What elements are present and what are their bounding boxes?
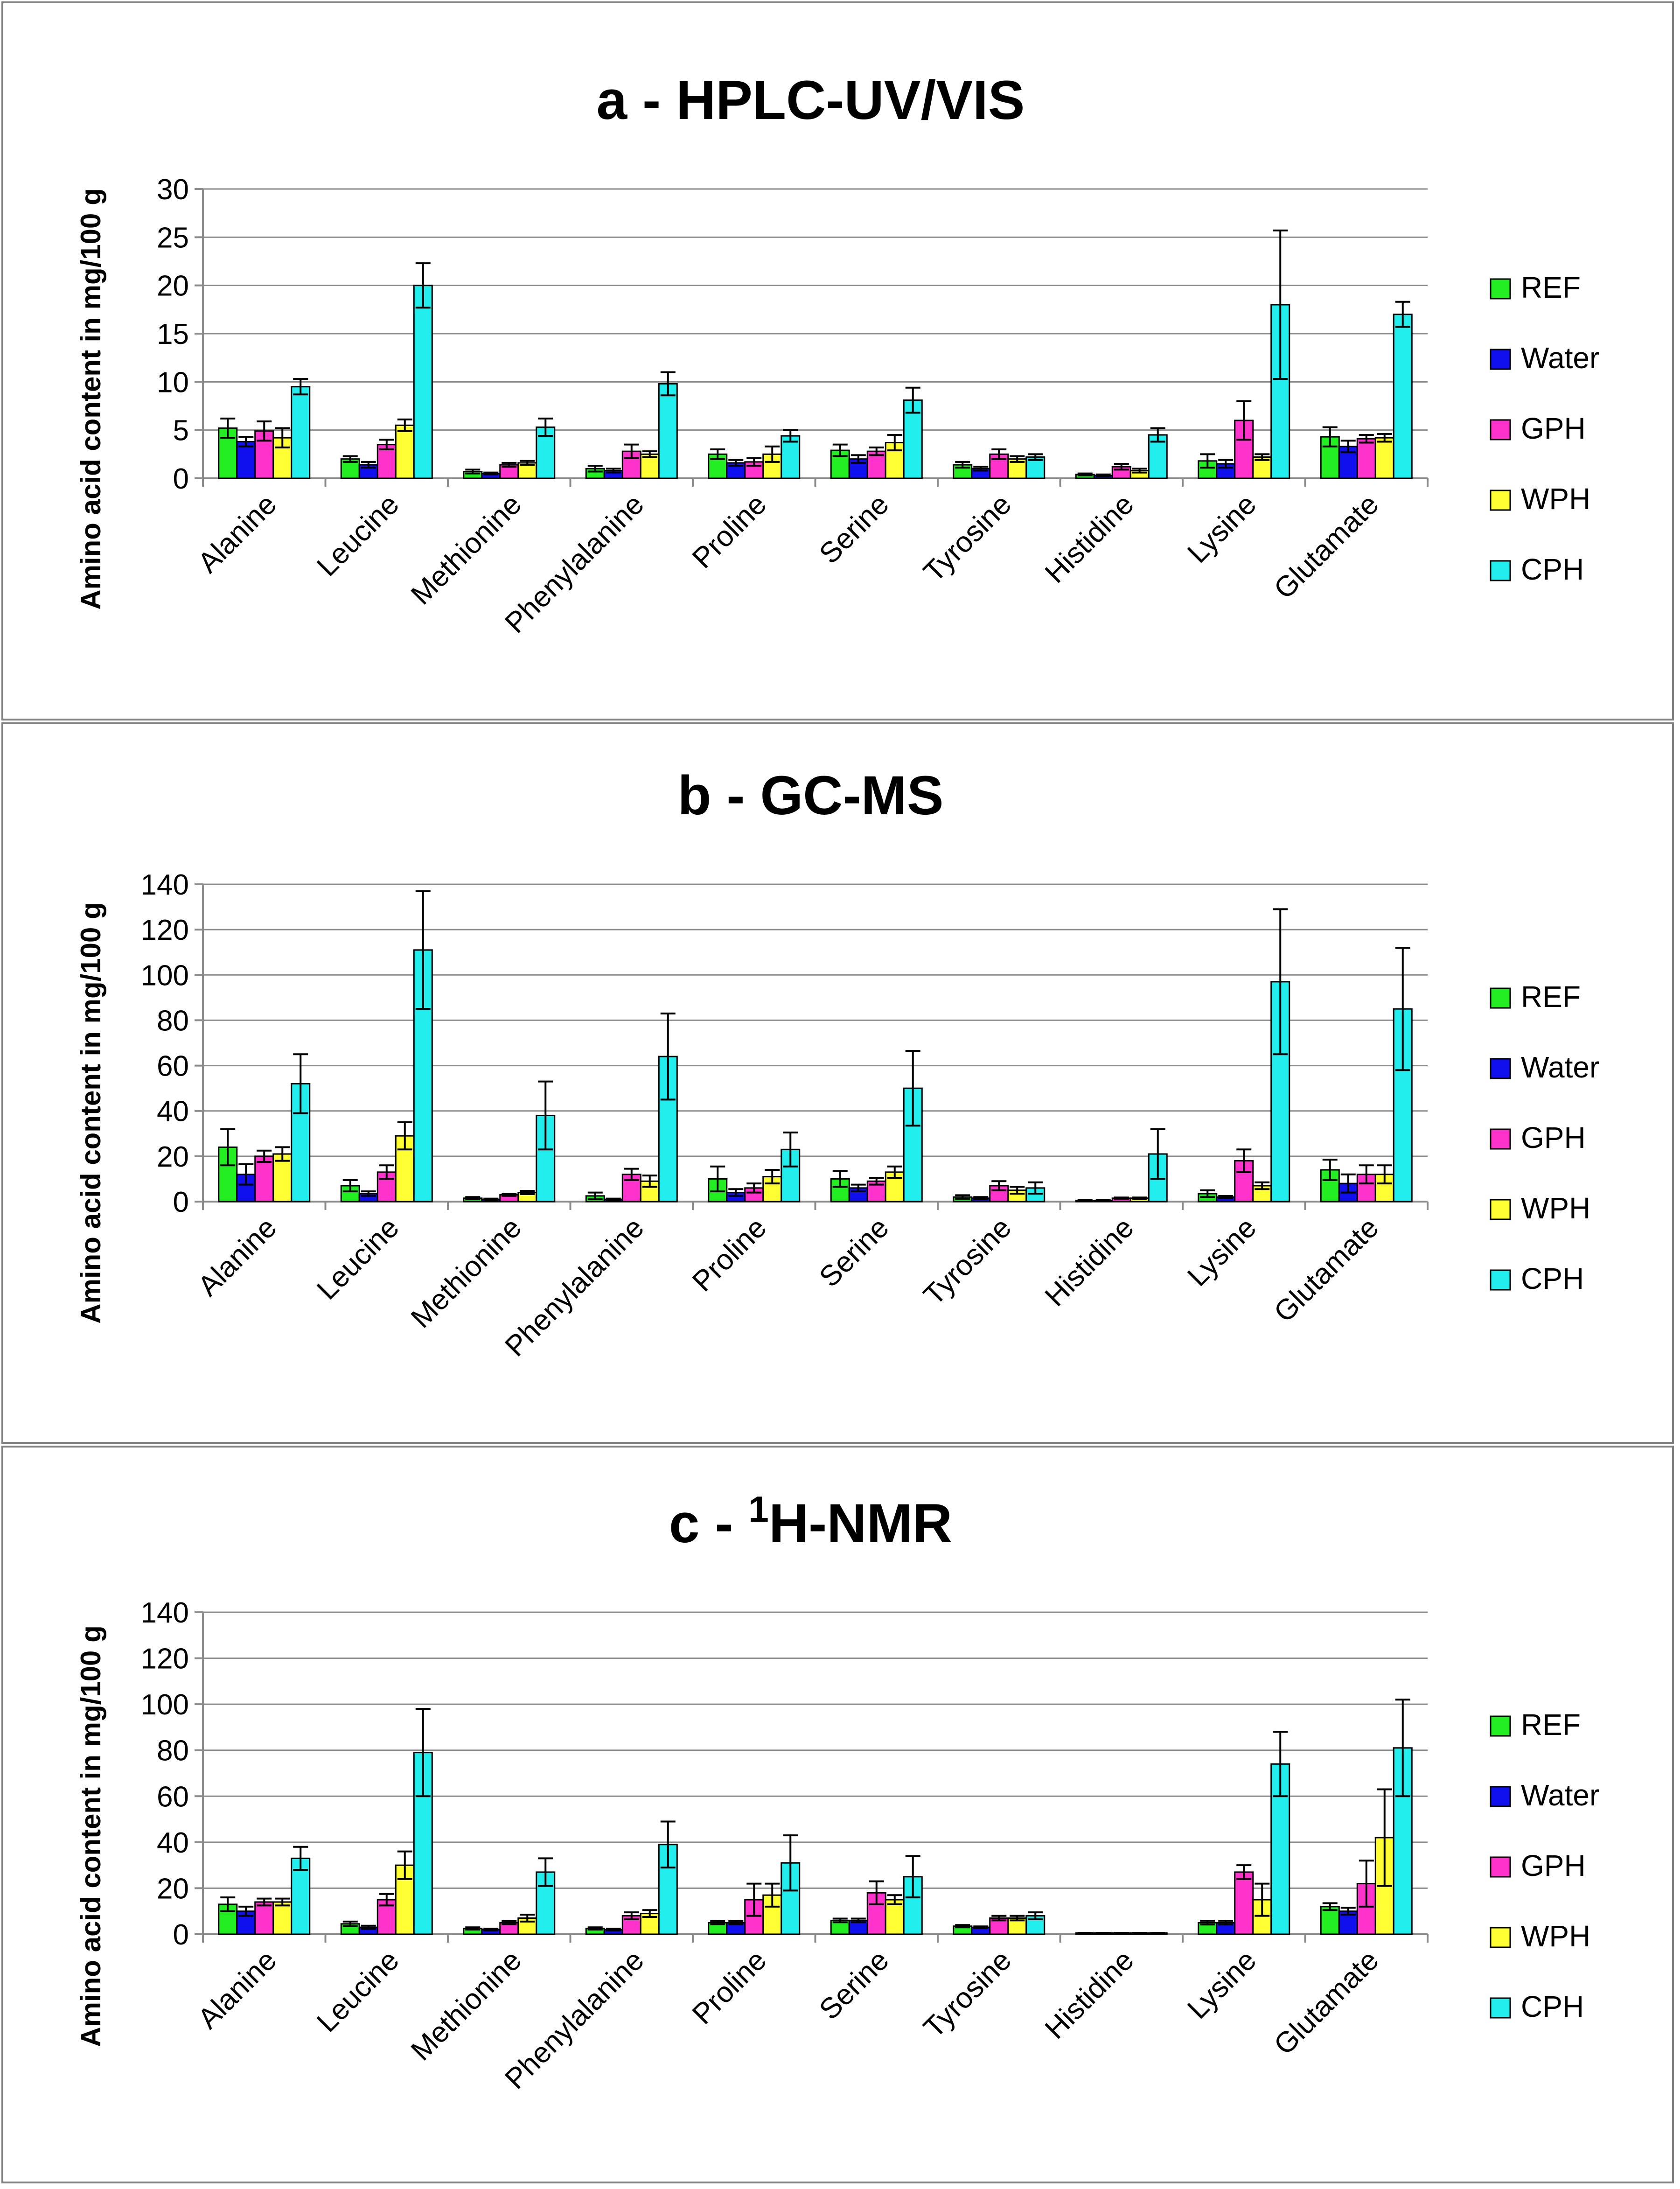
panel-frame [1,722,1674,1444]
legend-label-wph: WPH [1521,1191,1590,1225]
legend-swatch-wph [1490,1199,1511,1220]
legend-swatch-water [1490,349,1511,370]
title-superscript: 1 [748,1489,768,1530]
legend-swatch-cph [1490,560,1511,581]
title-main: H-NMR [769,1493,952,1554]
legend-label-ref: REF [1521,1708,1581,1741]
y-tick-label: 120 [141,914,189,946]
title-prefix: a - [597,70,676,131]
y-tick-label: 80 [157,1735,189,1767]
y-tick-label: 80 [157,1005,189,1037]
title-prefix: c - [669,1493,749,1554]
bar-cph-leucine [413,285,433,479]
y-axis-label: Amino acid content in mg/100 g [75,188,106,609]
chart-title: b - GC-MS [677,765,943,826]
bar-wph-leucine [395,424,415,479]
legend-swatch-water [1490,1786,1511,1807]
y-tick-label: 20 [157,270,189,302]
bar-cph-glutamate [1393,314,1413,479]
bar-wph-glutamate [1374,1174,1394,1203]
y-tick-label: 100 [141,1689,189,1721]
bar-gph-alanine [254,1155,274,1203]
title-main: HPLC-UV/VIS [676,70,1025,131]
y-axis-label: Amino acid content in mg/100 g [75,902,106,1323]
legend-label-water: Water [1521,1050,1599,1084]
legend-swatch-ref [1490,278,1511,300]
chart-panel-1: a - HPLC-UV/VIS 0 5 10 15 20 25 30 Amino acid co… [1,1,1674,720]
legend-label-ref: REF [1521,980,1581,1014]
legend-swatch-gph [1490,1128,1511,1150]
y-tick-label: 5 [173,415,189,447]
chart-panel-3: c - 1H-NMR 0 20 40 60 80 100 120 140 Amino acid c… [1,1446,1674,2183]
legend-swatch-ref [1490,1715,1511,1737]
y-tick-label: 25 [157,222,189,254]
bar-cph-phenylalanine [658,383,678,479]
legend-swatch-wph [1490,1927,1511,1948]
bar-cph-alanine [291,386,311,479]
y-tick-label: 140 [141,869,189,901]
legend-swatch-gph [1490,1856,1511,1878]
y-tick-label: 120 [141,1643,189,1675]
panel-frame [1,1446,1674,2183]
y-tick-label: 0 [173,463,189,495]
legend-swatch-gph [1490,419,1511,441]
title-main: GC-MS [760,765,943,826]
legend-label-gph: GPH [1521,412,1586,445]
legend-label-wph: WPH [1521,1919,1590,1953]
y-tick-label: 140 [141,1597,189,1629]
legend-label-water: Water [1521,341,1599,375]
y-tick-label: 15 [157,318,189,350]
y-tick-label: 60 [157,1781,189,1813]
y-tick-label: 20 [157,1141,189,1173]
legend-label-cph: CPH [1521,1262,1584,1295]
legend-label-gph: GPH [1521,1849,1586,1882]
chart-title: a - HPLC-UV/VIS [597,70,1025,131]
y-axis-label: Amino acid content in mg/100 g [75,1625,106,2047]
y-tick-label: 40 [157,1827,189,1859]
legend-label-gph: GPH [1521,1121,1586,1154]
legend-swatch-wph [1490,490,1511,511]
bar-gph-glutamate [1356,438,1376,479]
legend-swatch-water [1490,1058,1511,1079]
bar-wph-glutamate [1374,437,1394,479]
legend-label-water: Water [1521,1778,1599,1812]
legend-label-ref: REF [1521,271,1581,304]
y-tick-label: 30 [157,174,189,206]
bar-cph-proline [781,435,801,479]
y-tick-label: 40 [157,1096,189,1128]
y-tick-label: 0 [173,1186,189,1218]
legend-label-wph: WPH [1521,482,1590,516]
y-tick-label: 20 [157,1873,189,1905]
bar-gph-alanine [254,1901,274,1935]
legend-label-cph: CPH [1521,552,1584,586]
legend-swatch-ref [1490,987,1511,1009]
y-tick-label: 60 [157,1050,189,1083]
y-tick-label: 100 [141,959,189,992]
y-tick-label: 10 [157,366,189,399]
legend-label-cph: CPH [1521,1990,1584,2023]
chart-title: c - 1H-NMR [669,1489,952,1554]
bar-wph-alanine [272,1901,293,1935]
bar-gph-lysine [1234,1871,1254,1935]
chart-panel-2: b - GC-MS 0 20 40 60 80 100 120 140 Amino acid co… [1,722,1674,1444]
title-prefix: b - [677,765,760,826]
legend-swatch-cph [1490,1997,1511,2019]
legend-swatch-cph [1490,1269,1511,1291]
y-tick-label: 0 [173,1919,189,1951]
bar-wph-phenylalanine [640,453,660,479]
